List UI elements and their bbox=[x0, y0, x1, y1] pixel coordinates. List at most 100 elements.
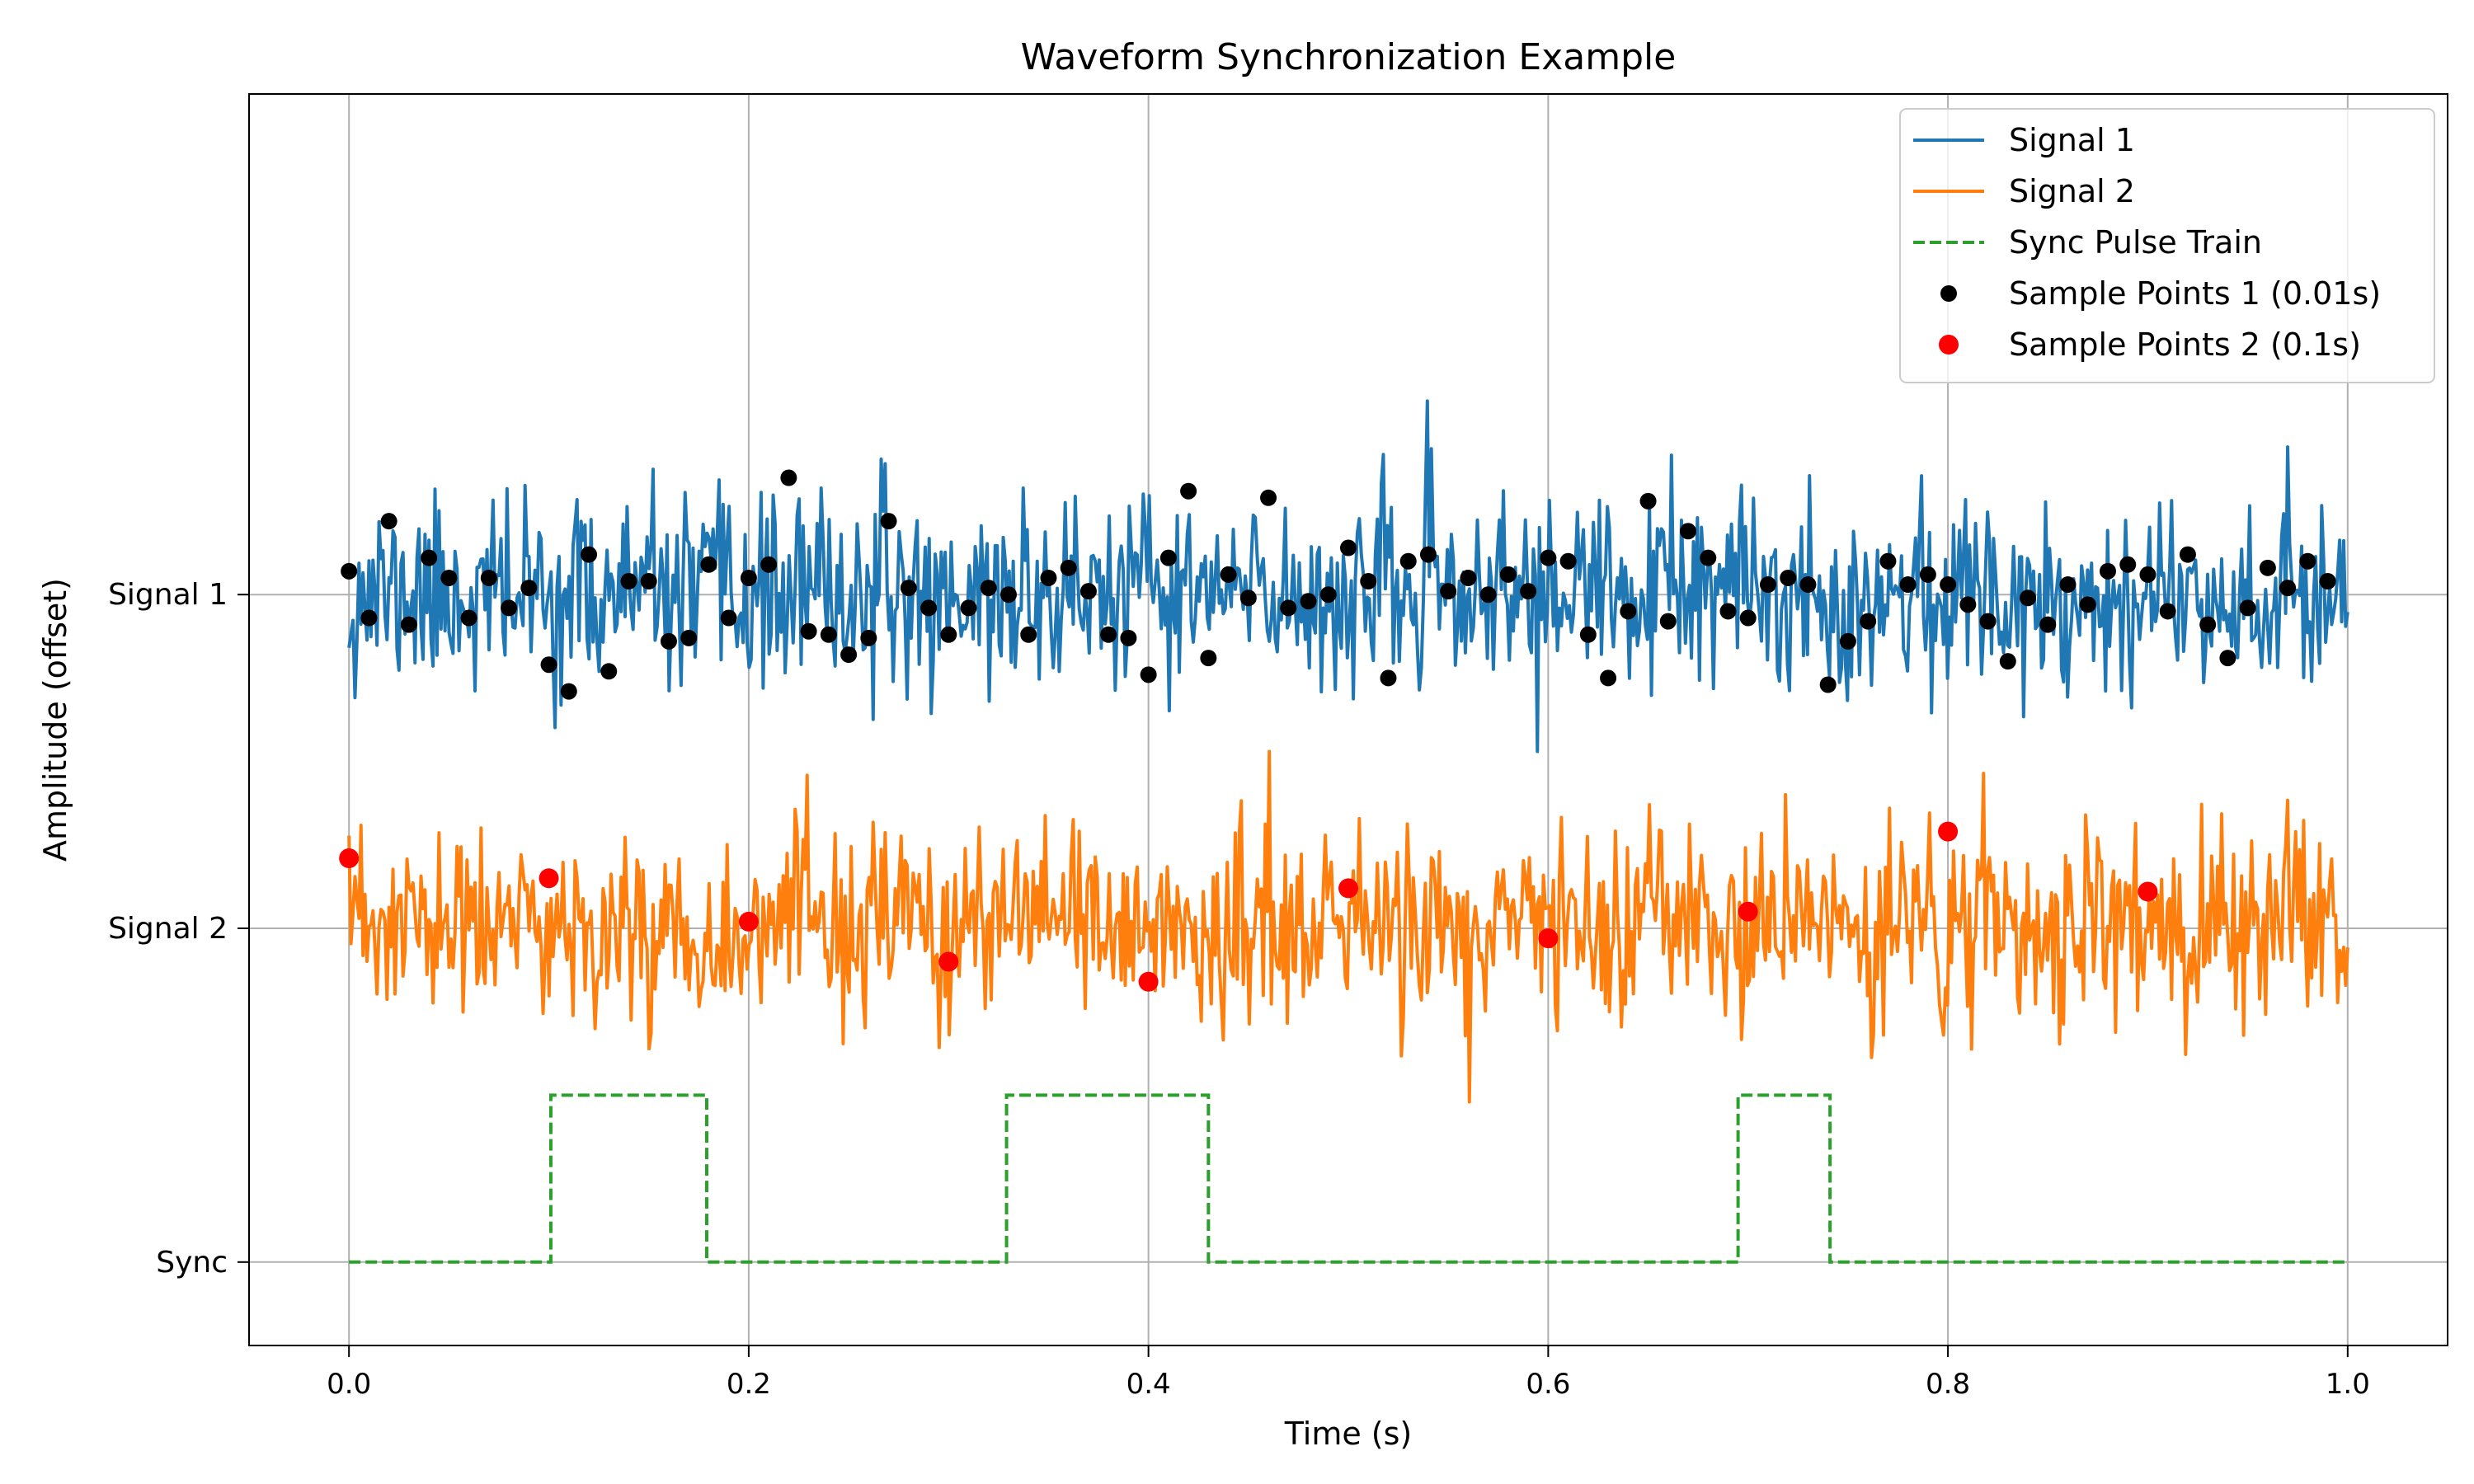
scatter-point-3-34 bbox=[1020, 626, 1037, 643]
scatter-point-3-71 bbox=[1759, 576, 1776, 594]
scatter-point-3-31 bbox=[960, 599, 977, 617]
scatter-point-3-99 bbox=[2319, 573, 2336, 590]
y-axis-label: Amplitude (offset) bbox=[37, 578, 73, 862]
scatter-point-3-57 bbox=[1479, 586, 1497, 603]
plot-frame bbox=[248, 93, 2448, 1346]
y-tick-label-1: Signal 2 bbox=[108, 912, 228, 946]
scatter-point-3-52 bbox=[1380, 669, 1397, 687]
legend-label-sync-pulse-train: Sync Pulse Train bbox=[2009, 224, 2262, 261]
scatter-point-3-12 bbox=[581, 546, 598, 563]
legend-label-sample-points-2: Sample Points 2 (0.1s) bbox=[2009, 326, 2361, 363]
scatter-point-4-4 bbox=[1138, 971, 1159, 992]
scatter-point-3-3 bbox=[400, 616, 417, 633]
scatter-point-3-7 bbox=[480, 569, 497, 586]
scatter-point-3-24 bbox=[820, 626, 837, 643]
x-tick-label-5: 1.0 bbox=[2326, 1368, 2370, 1401]
scatter-point-3-67 bbox=[1680, 523, 1697, 540]
scatter-point-3-51 bbox=[1360, 573, 1377, 590]
scatter-point-3-49 bbox=[1319, 586, 1337, 603]
x-tick-label-2: 0.4 bbox=[1126, 1368, 1171, 1401]
scatter-point-3-69 bbox=[1719, 603, 1737, 620]
x-tick-label-0: 0.0 bbox=[327, 1368, 371, 1401]
series-line-1 bbox=[347, 749, 2349, 1104]
scatter-point-3-98 bbox=[2299, 552, 2316, 570]
scatter-point-3-29 bbox=[920, 599, 938, 617]
scatter-point-3-37 bbox=[1079, 583, 1097, 600]
x-tick-label-1: 0.2 bbox=[727, 1368, 771, 1401]
scatter-point-4-1 bbox=[539, 868, 559, 889]
scatter-point-3-84 bbox=[2020, 589, 2037, 607]
scatter-point-3-25 bbox=[840, 646, 858, 664]
scatter-point-3-89 bbox=[2119, 556, 2137, 573]
legend-entry-signal-2: Signal 2 bbox=[1913, 173, 2135, 209]
scatter-point-3-72 bbox=[1780, 569, 1797, 586]
scatter-point-3-40 bbox=[1140, 666, 1157, 683]
y-tick-label-2: Signal 1 bbox=[108, 578, 228, 612]
legend-label-sample-points-1: Sample Points 1 (0.01s) bbox=[2009, 275, 2381, 312]
scatter-point-3-50 bbox=[1340, 539, 1357, 556]
scatter-point-4-9 bbox=[2138, 881, 2158, 902]
scatter-point-3-79 bbox=[1919, 566, 1936, 583]
legend-entry-signal-1: Signal 1 bbox=[1913, 122, 2135, 158]
scatter-point-3-23 bbox=[800, 622, 817, 640]
scatter-point-3-16 bbox=[660, 632, 677, 650]
scatter-point-3-1 bbox=[360, 609, 378, 627]
scatter-point-3-68 bbox=[1700, 549, 1717, 566]
x-tick-label-4: 0.8 bbox=[1926, 1368, 1970, 1401]
scatter-point-3-28 bbox=[900, 580, 917, 597]
scatter-point-3-87 bbox=[2079, 596, 2096, 613]
scatter-point-3-92 bbox=[2179, 546, 2196, 563]
scatter-point-3-38 bbox=[1100, 626, 1117, 643]
scatter-point-3-82 bbox=[1979, 613, 1997, 630]
scatter-point-3-86 bbox=[2059, 576, 2077, 594]
scatter-point-4-3 bbox=[938, 951, 959, 972]
scatter-point-3-64 bbox=[1620, 603, 1637, 620]
scatter-point-3-96 bbox=[2259, 559, 2276, 576]
scatter-point-3-44 bbox=[1220, 566, 1237, 583]
scatter-point-3-61 bbox=[1559, 552, 1577, 570]
scatter-point-3-80 bbox=[1940, 576, 1957, 594]
legend-label-signal-1: Signal 1 bbox=[2009, 122, 2135, 158]
scatter-point-3-85 bbox=[2039, 616, 2057, 633]
scatter-point-3-88 bbox=[2099, 562, 2116, 580]
scatter-point-3-10 bbox=[540, 656, 557, 674]
scatter-point-3-74 bbox=[1819, 676, 1837, 693]
scatter-point-3-17 bbox=[680, 629, 698, 646]
y-tick-label-0: Sync bbox=[156, 1246, 228, 1280]
scatter-point-3-54 bbox=[1419, 546, 1437, 563]
scatter-point-3-55 bbox=[1440, 583, 1457, 600]
scatter-point-3-66 bbox=[1659, 613, 1677, 630]
x-axis-ticks: 0.0 0.2 0.4 0.6 0.8 1.0 bbox=[327, 1345, 2370, 1401]
scatter-point-3-35 bbox=[1040, 569, 1057, 586]
scatter-point-3-53 bbox=[1399, 552, 1417, 570]
series-sync-pulse-train bbox=[349, 1093, 2348, 1264]
scatter-point-4-6 bbox=[1538, 928, 1559, 949]
legend: Signal 1 Signal 2 Sync Pulse Train Sampl… bbox=[1899, 108, 2435, 383]
scatter-point-4-8 bbox=[1938, 821, 1959, 842]
scatter-point-3-81 bbox=[1959, 596, 1977, 613]
scatter-point-3-20 bbox=[740, 569, 757, 586]
scatter-point-3-70 bbox=[1739, 609, 1757, 627]
scatter-point-3-18 bbox=[700, 556, 717, 573]
scatter-point-3-4 bbox=[421, 549, 438, 566]
scatter-point-3-47 bbox=[1280, 599, 1297, 617]
scatter-point-3-83 bbox=[1999, 653, 2016, 670]
scatter-point-3-60 bbox=[1540, 549, 1557, 566]
scatter-point-3-26 bbox=[860, 629, 877, 646]
scatter-point-3-22 bbox=[780, 469, 797, 486]
series-line-0 bbox=[347, 399, 2349, 754]
x-axis-label: Time (s) bbox=[1284, 1416, 1413, 1452]
scatter-point-3-62 bbox=[1579, 626, 1597, 643]
scatter-point-4-0 bbox=[339, 848, 360, 868]
x-tick-label-3: 0.6 bbox=[1526, 1368, 1570, 1401]
chart-title: Waveform Synchronization Example bbox=[1021, 36, 1677, 78]
legend-box bbox=[1899, 108, 2435, 383]
scatter-point-3-48 bbox=[1300, 593, 1317, 610]
scatter-point-3-58 bbox=[1499, 566, 1517, 583]
scatter-point-3-9 bbox=[520, 580, 538, 597]
scatter-point-3-6 bbox=[460, 609, 477, 627]
scatter-point-3-13 bbox=[600, 663, 618, 680]
scatter-point-3-91 bbox=[2159, 603, 2176, 620]
